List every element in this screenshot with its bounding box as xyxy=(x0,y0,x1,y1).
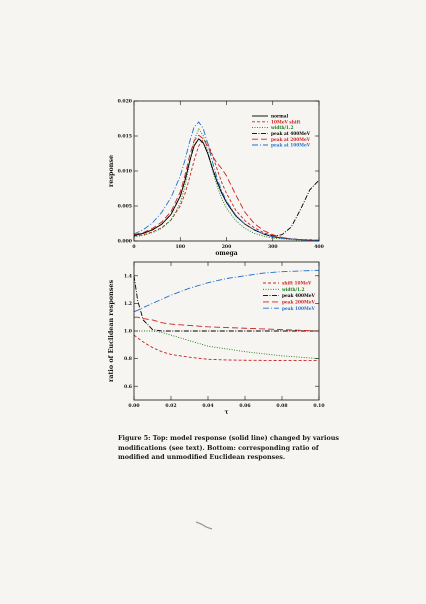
y-tick-label: 0.005 xyxy=(118,204,132,210)
legend-label-3: peak 200MeV xyxy=(282,301,315,306)
legend-label-2: width/1.2 xyxy=(270,126,294,131)
y-axis-label: ratio of Euclidean responses xyxy=(107,280,115,382)
y-tick-label: 0.6 xyxy=(124,384,132,390)
y-tick-label: 0.000 xyxy=(118,239,132,245)
legend-label-4: peak at 200MeV xyxy=(271,138,311,143)
series-line-1 xyxy=(134,330,320,360)
y-tick-label: 0.010 xyxy=(118,169,132,175)
legend-label-3: peak at 400MeV xyxy=(271,132,311,137)
y-tick-label: 1.2 xyxy=(124,301,132,307)
y-tick-label: 0.020 xyxy=(118,99,132,105)
series-line-4 xyxy=(133,269,320,313)
x-axis-label: omega xyxy=(215,250,237,257)
x-tick-label: 100 xyxy=(175,244,185,250)
y-axis-label: response xyxy=(107,155,115,187)
series-line-0 xyxy=(133,138,319,241)
legend-label-2: peak 400MeV xyxy=(282,294,315,299)
y-tick-label: 1.0 xyxy=(124,329,132,335)
series-line-1 xyxy=(133,138,320,241)
legend-label-5: peak at 100MeV xyxy=(271,144,311,149)
y-tick-label: 1.4 xyxy=(124,273,133,279)
x-tick-label: 0.08 xyxy=(276,403,287,409)
x-tick-label: 0.10 xyxy=(313,403,324,409)
x-tick-label: 300 xyxy=(268,244,278,250)
chart-ratio: 0.00 0.02 0.04 0.06 0.08 0.10 0.6 0.8 1.0 1.2 1.4 τ… xyxy=(107,261,325,416)
x-tick-label: 0.04 xyxy=(202,403,214,409)
x-tick-label: 200 xyxy=(222,244,232,250)
x-tick-label: 400 xyxy=(314,244,324,250)
series-line-5 xyxy=(133,121,319,241)
series-line-4 xyxy=(133,134,319,241)
x-tick-label: 0 xyxy=(132,244,135,250)
x-axis-label: τ xyxy=(224,409,228,416)
series-line-2 xyxy=(133,275,319,332)
figure-caption: Figure 5: Top: model response (solid lin… xyxy=(118,434,339,462)
series-line-3 xyxy=(133,138,320,237)
series-line-2 xyxy=(133,128,319,241)
legend-label-1: width/1.2 xyxy=(281,288,305,293)
y-tick-label: 0.8 xyxy=(124,356,132,362)
series-line-3 xyxy=(134,316,320,332)
legend-label-0: shift 10MeV xyxy=(282,282,312,287)
x-tick-label: 0.02 xyxy=(165,403,176,409)
legend-label-1: 10MeV shift xyxy=(271,120,300,125)
legend-label-0: normal xyxy=(271,115,289,120)
series-line-0 xyxy=(133,334,319,361)
x-tick-label: 0.00 xyxy=(128,403,139,409)
x-tick-label: 0.06 xyxy=(239,403,250,409)
legend-label-4: peak 100MeV xyxy=(282,307,315,312)
chart-response: 0 100 200 300 400 0.000 0.005 0.010 0.015 0.020 om… xyxy=(107,99,324,257)
y-tick-label: 0.015 xyxy=(118,134,132,140)
scan-mark xyxy=(195,521,213,530)
